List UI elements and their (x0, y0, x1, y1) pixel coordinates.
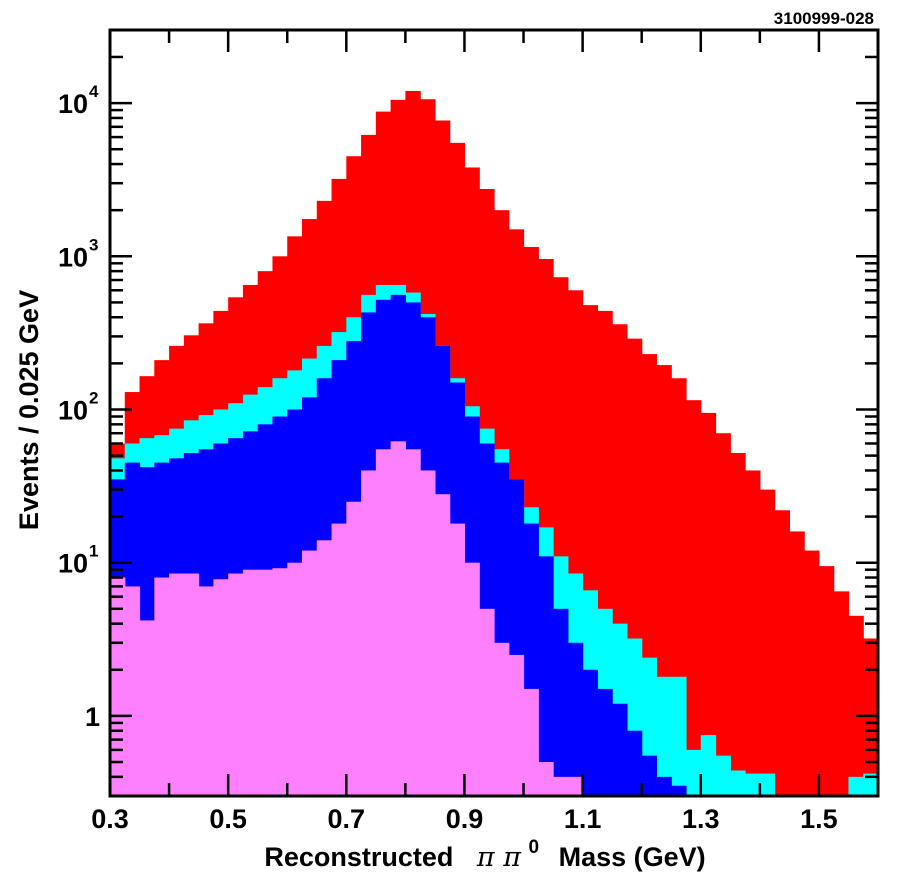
histogram-bar-s3-b25 (479, 608, 495, 796)
histogram-bar-s3-b8 (228, 573, 244, 796)
histogram-bar-s2-b34 (612, 703, 628, 796)
y-axis-label: Events / 0.025 GeV (14, 290, 44, 530)
histogram-fills (110, 90, 879, 797)
y-tick-label-exponent: 4 (89, 82, 99, 101)
histogram-bar-s3-b5 (183, 573, 200, 796)
histogram-bar-s3-b20 (405, 449, 421, 796)
histogram-bar-s3-b10 (257, 569, 274, 796)
histogram-bar-s3-b11 (272, 568, 288, 796)
histogram-bar-s2-b37 (656, 776, 672, 796)
histogram-bar-s3-b21 (420, 470, 436, 796)
histogram-bar-s2-b38 (671, 785, 687, 796)
x-axis-label-tail: Mass (GeV) (559, 842, 706, 872)
histogram-bar-s1-b40 (700, 735, 717, 796)
histogram-bar-s1-b42 (730, 770, 746, 796)
histogram-bar-s0-b42 (730, 453, 746, 796)
x-axis-label-symbol: π π (476, 842, 522, 873)
histogram-bar-s3-b22 (434, 494, 451, 796)
histogram-bar-s3-b1 (124, 586, 141, 796)
histogram-bar-s0-b47 (804, 550, 820, 796)
histogram-bar-s0-b40 (700, 412, 717, 796)
y-tick-label-base: 10 (58, 549, 88, 579)
histogram-bar-s3-b13 (302, 550, 318, 796)
histogram-bar-s2-b31 (567, 642, 584, 796)
x-tick-label: 0.3 (91, 804, 129, 834)
histogram-bar-s3-b0 (110, 577, 126, 796)
histogram-bar-s3-b16 (346, 501, 362, 796)
y-tick-label: 10 (58, 89, 88, 119)
y-tick-label-base: 10 (58, 89, 88, 119)
histogram-bar-s3-b31 (567, 776, 584, 796)
histogram-bar-s1-b38 (671, 676, 687, 796)
histogram-bar-s1-b37 (656, 676, 672, 796)
x-tick-label: 0.7 (328, 804, 366, 834)
y-tick-label-exponent: 2 (89, 388, 98, 407)
x-tick-label: 1.5 (800, 804, 838, 834)
axis-ticks (108, 28, 880, 798)
histogram-bar-s3-b17 (361, 470, 377, 796)
x-tick-label: 1.1 (564, 804, 602, 834)
plot-frame (108, 28, 880, 798)
x-axis-label: Reconstructed π π 0 Mass (GeV) (264, 829, 705, 873)
histogram-bar-s0-b39 (686, 400, 702, 796)
y-tick-label: 10 (58, 395, 88, 425)
histogram-bar-s3-b29 (538, 762, 554, 796)
y-tick-label-base: 10 (58, 242, 88, 272)
histogram-bar-s0-b41 (715, 433, 731, 796)
histogram-bar-s1-b50 (848, 776, 864, 796)
figure-id: 3100999-028 (774, 9, 874, 28)
y-tick-label: 10 (58, 242, 88, 272)
histogram-bar-s1-b44 (759, 773, 776, 796)
y-tick-label-base: 10 (58, 395, 88, 425)
histogram-bar-s3-b28 (523, 688, 539, 796)
histogram-bar-s3-b6 (198, 586, 214, 796)
histogram-bar-s2-b33 (597, 688, 613, 796)
y-tick-label: 10 (58, 549, 88, 579)
histogram-bar-s3-b3 (154, 577, 170, 796)
histogram-bar-s2-b29 (538, 556, 554, 796)
x-axis-label-superscript: 0 (529, 837, 540, 858)
histogram-bar-s0-b51 (863, 638, 879, 796)
x-axis-label-main: Reconstructed (264, 842, 453, 872)
histogram-bar-s3-b18 (375, 449, 392, 796)
histogram-bar-s3-b26 (494, 642, 510, 796)
histogram-bar-s2-b32 (582, 669, 598, 796)
histogram-bar-s3-b7 (213, 579, 229, 796)
histogram-bar-s1-b39 (686, 749, 702, 796)
histogram-bar-s3-b30 (553, 776, 569, 796)
histogram-bar-s0-b48 (818, 566, 835, 796)
histogram-bar-s3-b15 (331, 523, 347, 796)
histogram-bar-s0-b46 (789, 531, 805, 796)
histogram-bar-s2-b36 (641, 755, 658, 796)
histogram-bar-s1-b51 (863, 773, 879, 796)
histogram-bar-s3-b23 (449, 523, 466, 796)
histogram-bar-s3-b12 (287, 562, 303, 796)
histogram-bar-s2-b30 (553, 608, 569, 796)
histogram-bar-s0-b50 (848, 615, 864, 796)
histogram-bar-s3-b14 (316, 540, 333, 796)
x-tick-label: 0.9 (446, 804, 484, 834)
histogram-bar-s2-b35 (626, 730, 643, 796)
histogram-bar-s0-b49 (833, 591, 850, 796)
histogram-bar-s1-b43 (745, 773, 761, 796)
histogram-bar-s1-b41 (715, 755, 731, 796)
histogram-bar-s0-b43 (745, 470, 761, 796)
histogram-bar-s3-b24 (464, 562, 480, 796)
x-tick-label: 0.5 (209, 804, 247, 834)
histogram-bar-s0-b45 (774, 510, 790, 796)
histogram-bar-s3-b4 (169, 573, 185, 796)
histogram-bar-s3-b2 (139, 620, 155, 796)
y-tick-label-exponent: 1 (89, 542, 98, 561)
x-tick-label: 1.3 (682, 804, 720, 834)
histogram-bar-s3-b19 (390, 441, 406, 796)
y-tick-label-exponent: 3 (89, 235, 98, 254)
histogram-bar-s3-b9 (242, 569, 259, 796)
histogram-bar-s0-b44 (759, 489, 776, 796)
histogram-bar-s3-b27 (508, 654, 525, 796)
y-tick-label: 1 (85, 702, 100, 732)
